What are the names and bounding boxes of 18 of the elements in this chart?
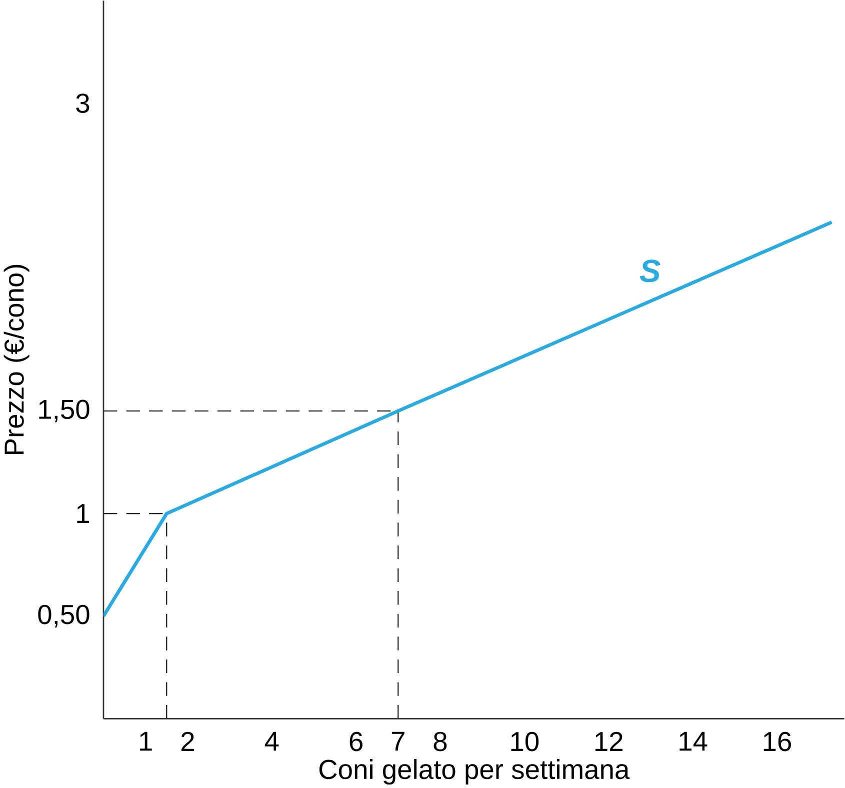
- x-tick-label: 1: [140, 732, 152, 751]
- y-axis-title: Prezzo (€/cono): [4, 264, 30, 454]
- x-tick-label: 4: [264, 732, 279, 751]
- x-tick-label: 7: [392, 732, 404, 751]
- x-axis-title: Coni gelato per settimana: [319, 758, 630, 784]
- series-label: S: [640, 259, 660, 282]
- x-tick-label: 8: [434, 732, 447, 752]
- y-tick-label: 1,50: [39, 400, 90, 422]
- y-tick-label: 1: [77, 504, 90, 523]
- x-tick-label: 16: [764, 732, 791, 752]
- x-tick-label: 2: [181, 732, 194, 751]
- x-tick-label: 14: [680, 732, 708, 751]
- x-tick-label: 12: [595, 732, 622, 751]
- x-tick-label: 10: [511, 732, 539, 752]
- y-tick-label: 3: [76, 93, 90, 113]
- line-series: [103, 220, 834, 618]
- y-tick-label: 0,50: [38, 604, 90, 628]
- x-tick-label: 6: [350, 732, 362, 752]
